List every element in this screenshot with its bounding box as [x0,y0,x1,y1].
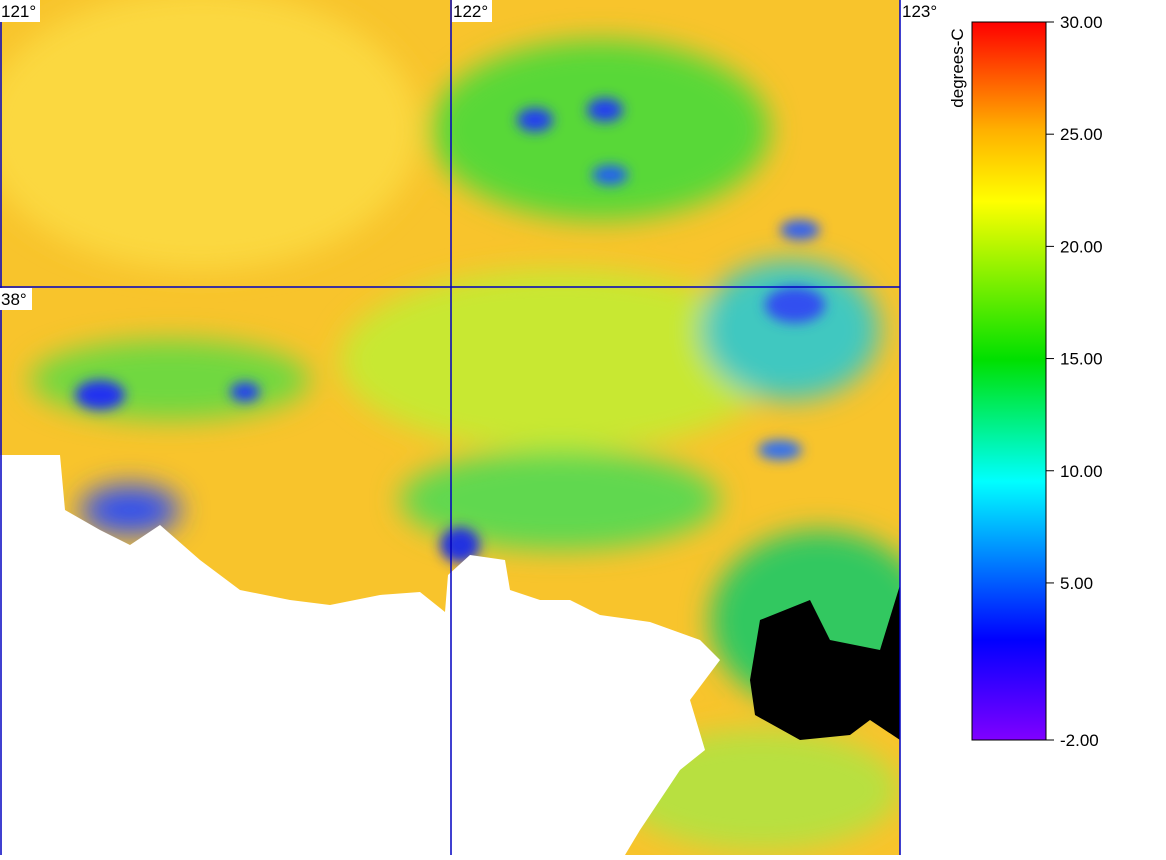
colorbar: degrees-C 30.00 25.00 20.00 15.00 10.00 5.00 -… [948,13,1103,750]
masked-area [750,585,900,740]
land [0,455,720,855]
label-bg [0,288,32,310]
colorbar-tick-label: -2.00 [1060,731,1099,750]
colorbar-gradient [971,21,1047,741]
colorbar-label: degrees-C [948,28,967,107]
colorbar-tick-label: 10.00 [1060,462,1103,481]
colorbar-tick-label: 15.00 [1060,350,1103,369]
colorbar-tick-label: 5.00 [1060,574,1093,593]
lon-label: 122° [453,2,488,21]
sst-map [0,0,900,855]
lon-labels: 121° 122° 123° 38° [0,0,937,310]
label-bg [0,0,40,22]
lon-label: 121° [1,2,36,21]
lon-label: 123° [902,2,937,21]
lat-label: 38° [1,290,27,309]
colorbar-tick-label: 20.00 [1060,237,1103,256]
colorbar-tick-label: 25.00 [1060,125,1103,144]
colorbar-tick-label: 30.00 [1060,13,1103,32]
label-bg [452,0,492,22]
cold-spots [75,98,825,563]
